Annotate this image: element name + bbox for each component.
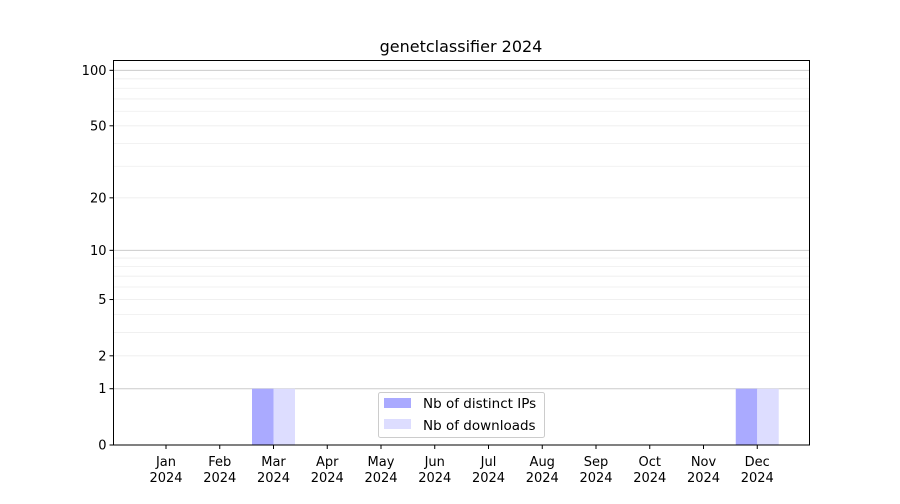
x-tick-label: Dec [745,455,770,470]
y-axis: 0 1 2 5 10 20 50 100 [82,64,114,454]
grid-lines [113,69,810,390]
bar-distinct-ips [735,388,758,445]
legend: Nb of distinct IPs Nb of downloads [378,392,545,438]
x-tick-label: 2024 [633,471,666,486]
y-tick-label: 2 [98,349,106,364]
x-tick-label: 2024 [364,471,397,486]
x-tick-label: 2024 [472,471,505,486]
y-tick-label: 0 [98,439,106,454]
x-tick-label: Mar [261,455,286,470]
y-tick-label: 20 [90,191,107,206]
bar-downloads [273,388,295,445]
x-tick-label: Aug [530,455,555,470]
y-tick-label: 100 [82,64,107,79]
legend-label-ips: Nb of distinct IPs [423,396,536,412]
y-tick-label: 50 [90,119,107,134]
x-tick-label: May [368,455,395,470]
x-tick-label: Oct [639,455,661,470]
y-tick-label: 1 [98,382,106,397]
bar-distinct-ips [252,388,274,445]
x-tick-label: Jan [155,455,176,470]
x-tick-label: Jul [480,455,497,470]
plot-frame [113,60,810,446]
legend-frame [378,392,545,438]
x-tick-label: 2024 [741,471,774,486]
x-tick-label: 2024 [311,471,344,486]
x-tick-label: 2024 [257,471,290,486]
y-tick-label: 10 [90,244,107,259]
bar-downloads [757,388,779,445]
bars [252,388,779,445]
x-tick-label: 2024 [526,471,559,486]
x-tick-label: Jun [424,455,445,470]
x-tick-label: Feb [208,455,231,470]
legend-swatch-ips [384,398,411,408]
legend-label-downloads: Nb of downloads [423,418,536,434]
x-tick-label: Apr [316,455,339,470]
x-tick-label: 2024 [203,471,236,486]
x-tick-label: Nov [691,455,717,470]
x-tick-label: 2024 [579,471,612,486]
x-tick-label: 2024 [687,471,720,486]
chart-title: genetclassifier 2024 [380,37,543,56]
x-tick-label: Sep [584,455,609,470]
x-axis: Jan2024Feb2024Mar2024Apr2024May2024Jun20… [149,445,774,486]
x-tick-label: 2024 [149,471,182,486]
x-tick-label: 2024 [418,471,451,486]
y-tick-label: 5 [98,293,106,308]
legend-swatch-downloads [384,419,411,429]
